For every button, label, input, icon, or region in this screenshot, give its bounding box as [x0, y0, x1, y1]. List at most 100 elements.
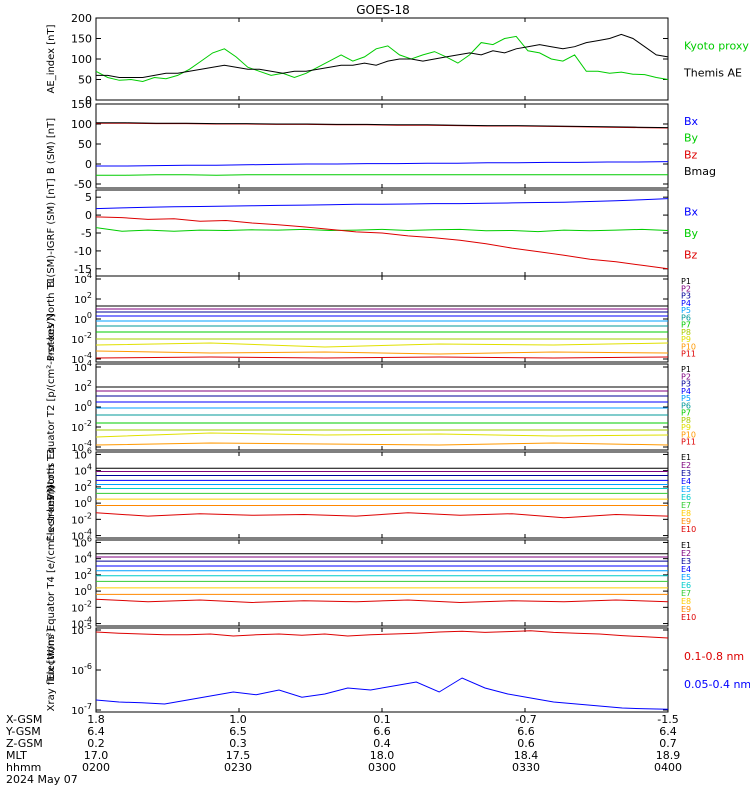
legend-label: E1: [681, 541, 691, 550]
y-tick-label: 102: [74, 479, 92, 494]
footer-value: -0.7: [515, 713, 537, 726]
footer-value: 0400: [654, 761, 682, 774]
y-tick-label: 10-4: [71, 616, 92, 631]
footer-value: 17.0: [83, 749, 109, 762]
legend-label: P6: [681, 313, 691, 322]
footer-value: 17.5: [225, 749, 251, 762]
legend-label: E9: [681, 605, 691, 614]
panel-1: 0 50 100 150 200 AE_index [nT] Kyoto proxy AE T…: [46, 12, 750, 107]
legend-label: E10: [681, 613, 696, 622]
y-tick-label: 106: [74, 534, 92, 549]
legend-label: 0.1-0.8 nm: [684, 650, 744, 663]
series-line: [95, 598, 669, 604]
legend-label: E3: [681, 469, 691, 478]
y-axis-label: Electrons Equator T4 [e/(cm²-s-sr-keV)]: [46, 485, 57, 680]
y-tick-label: 50: [78, 138, 92, 151]
legend-label: P3: [681, 292, 691, 301]
legend-label: Bx: [684, 206, 699, 219]
legend-label: P1: [681, 277, 691, 286]
footer-row: Z-GSM 0.2 0.3 0.4 0.6 0.7: [0, 738, 750, 750]
y-tick-label: 150: [71, 33, 92, 46]
legend-label: P8: [681, 328, 691, 337]
y-tick-label: 104: [74, 463, 92, 478]
legend-label: E5: [681, 485, 691, 494]
y-axis-label: Protons Equator T2 [p/(cm²-s-sr-keV)]: [46, 314, 57, 501]
series-line: [95, 356, 669, 359]
legend-label: P10: [681, 430, 696, 439]
y-tick-label: 10-7: [71, 702, 92, 717]
y-tick-label: 10-2: [71, 331, 92, 346]
footer-value: 18.0: [369, 749, 395, 762]
panel-frame: [95, 627, 669, 713]
footer-row: X-GSM 1.8 1.0 0.1 -0.7 -1.5: [0, 714, 750, 726]
y-tick-label: 104: [74, 359, 92, 374]
orbit-footer: X-GSM 1.8 1.0 0.1 -0.7 -1.5 Y-GSM 6.4 6.…: [0, 714, 750, 800]
legend-label: E1: [681, 453, 691, 462]
legend-label: P1: [681, 365, 691, 374]
y-axis-label: Electrons North T3: [46, 448, 57, 541]
legend-label: Bmag: [684, 165, 716, 178]
footer-date: 2024 May 07: [6, 773, 78, 786]
legend-label: E2: [681, 461, 691, 470]
y-tick-label: 100: [74, 583, 92, 598]
y-tick-label: 10-2: [71, 511, 92, 526]
y-tick-label: 100: [74, 399, 92, 414]
legend-label: P2: [681, 284, 691, 293]
y-tick-label: 0: [85, 158, 92, 171]
legend-label: Bz: [684, 148, 698, 161]
y-tick-label: 102: [74, 291, 92, 306]
footer-value: 0.4: [373, 737, 391, 750]
footer-value: 6.6: [373, 725, 391, 738]
legend-label: P5: [681, 394, 691, 403]
footer-row-label: Z-GSM: [6, 737, 43, 750]
y-tick-label: 102: [74, 567, 92, 582]
y-tick-label: -50: [74, 178, 92, 191]
legend-label: E6: [681, 493, 691, 502]
y-tick-label: 10-4: [71, 439, 92, 454]
legend-label: P10: [681, 342, 696, 351]
legend-label: Bz: [684, 249, 698, 262]
panel-frame: [95, 363, 669, 451]
footer-value: 1.8: [87, 713, 105, 726]
legend-label: By: [684, 132, 699, 145]
y-tick-label: 0: [85, 209, 92, 222]
legend-label: Bx: [684, 115, 699, 128]
legend-label: Kyoto proxy AE: [684, 39, 750, 52]
legend-label: E3: [681, 557, 691, 566]
legend-label: E2: [681, 549, 691, 558]
legend-label: E7: [681, 501, 691, 510]
y-tick-label: -5: [81, 227, 92, 240]
footer-row-label: X-GSM: [6, 713, 43, 726]
series-line: [95, 216, 669, 270]
footer-row: Y-GSM 6.4 6.5 6.6 6.6 6.4: [0, 726, 750, 738]
legend-label: E8: [681, 597, 691, 606]
y-axis-label: AE_index [nT]: [46, 24, 57, 93]
footer-value: 0200: [82, 761, 110, 774]
legend-label: P3: [681, 380, 691, 389]
legend-label: P9: [681, 423, 691, 432]
footer-value: -1.5: [657, 713, 679, 726]
series-line: [96, 33, 669, 78]
y-tick-label: 10-2: [71, 599, 92, 614]
series-line: [95, 630, 669, 639]
y-tick-label: 100: [71, 53, 92, 66]
footer-value: 0330: [512, 761, 540, 774]
y-tick-label: 0: [85, 94, 92, 107]
series-line: [96, 122, 669, 129]
series-line: [96, 122, 669, 129]
footer-value: 0.2: [87, 737, 105, 750]
series-line: [95, 350, 669, 355]
legend-label: P9: [681, 335, 691, 344]
legend-label: P11: [681, 438, 696, 447]
panel-8: 10-7 10-6 10-5 Xray flux [W/m²] 0.1-0.8 nm 0.…: [46, 622, 750, 717]
legend-label: By: [684, 227, 699, 240]
legend-label: E10: [681, 525, 696, 534]
y-tick-label: -10: [74, 245, 92, 258]
y-tick-label: 104: [74, 551, 92, 566]
y-axis-label: B (SM) [nT]: [46, 118, 57, 174]
